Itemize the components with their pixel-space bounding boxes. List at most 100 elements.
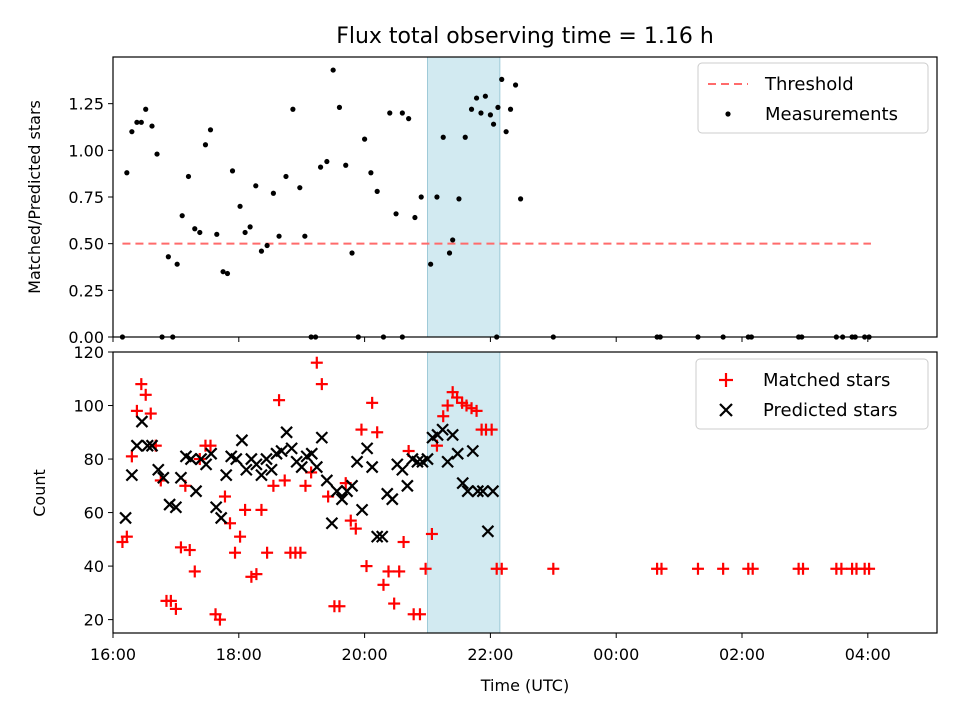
predicted-star-point: [130, 439, 144, 452]
predicted-star-point: [145, 439, 159, 452]
measurement-point: [129, 129, 135, 135]
count-points: [116, 356, 876, 626]
matched-star-point: [261, 546, 274, 559]
measurement-point: [440, 134, 446, 140]
x-b: [295, 460, 308, 474]
predicted-star-point: [280, 426, 293, 439]
x-b: [250, 458, 263, 471]
x-b: [456, 476, 470, 490]
measurement-point: [517, 196, 524, 202]
measurement-point: [503, 129, 509, 135]
x-b: [481, 525, 495, 538]
y-tick-label: 20: [84, 611, 104, 630]
x-tick-label: 02:00: [719, 645, 765, 664]
matched-star-point: [655, 562, 668, 575]
measurement-point: [237, 203, 243, 209]
predicted-star-point: [163, 498, 176, 511]
predicted-star-point: [481, 525, 495, 538]
legend-matched-swatch: [719, 373, 733, 387]
predicted-star-point: [250, 458, 263, 471]
x-b: [446, 428, 459, 442]
measurement-point: [428, 261, 434, 267]
measurement-point: [179, 213, 185, 219]
matched-star-point: [355, 423, 368, 436]
matched-star-point: [174, 541, 187, 554]
predicted-star-point: [436, 423, 449, 436]
x-b: [370, 530, 384, 543]
matched-star-point: [130, 404, 143, 417]
matched-star-point: [120, 530, 133, 543]
x-b: [189, 484, 203, 498]
measurement-point: [368, 170, 374, 176]
matched-star-point: [797, 562, 810, 575]
y-tick-label: 120: [73, 343, 104, 362]
x-b: [386, 492, 399, 506]
count-panel: 20 40 60 80 100 120 16:00 18:00 20:00 22:00 00:00 0…: [30, 343, 938, 695]
x-b: [471, 484, 485, 498]
predicted-star-point: [285, 442, 298, 455]
measurement-point: [242, 229, 248, 236]
x-b: [305, 447, 319, 460]
predicted-star-point: [375, 530, 389, 543]
measurement-point: [149, 123, 155, 129]
x-b: [125, 468, 139, 482]
matched-star-point: [239, 503, 252, 516]
measurement-point: [495, 104, 501, 110]
measurement-point: [229, 168, 236, 174]
matched-star-point: [485, 423, 498, 436]
matched-star-point: [135, 378, 148, 391]
matched-star-point: [213, 613, 226, 626]
legend-threshold-label: Threshold: [764, 74, 854, 95]
x-b: [461, 484, 475, 498]
predicted-star-point: [141, 439, 154, 452]
predicted-star-point: [486, 484, 500, 498]
x-b: [199, 458, 213, 471]
measurement-point: [258, 248, 265, 254]
x-tick-label: 20:00: [342, 645, 388, 664]
chart-title: Flux total observing time = 1.16 h: [336, 24, 714, 49]
matched-star-point: [169, 602, 182, 615]
measurement-point: [154, 151, 160, 157]
x-b: [421, 452, 434, 466]
matched-star-point: [204, 439, 217, 452]
measurement-point: [393, 211, 399, 217]
measurement-point: [143, 106, 149, 112]
ratio-plot-frame: [112, 56, 938, 338]
predicted-star-point: [446, 428, 459, 442]
matched-star-point: [188, 565, 201, 578]
x-b: [169, 500, 183, 514]
x-b: [235, 434, 249, 447]
matched-star-point: [371, 426, 384, 439]
x-b: [315, 431, 329, 444]
predicted-star-point: [174, 471, 188, 485]
measurement-point: [512, 82, 519, 88]
x-b: [441, 455, 454, 469]
x-b: [360, 442, 374, 455]
ratio-legend: Threshold Measurements: [697, 62, 929, 134]
predicted-star-point: [355, 503, 369, 517]
x-b: [184, 452, 198, 466]
measurement-point: [270, 190, 276, 196]
matched-star-point: [229, 546, 242, 559]
ratio-panel: 0.00 0.25 0.50 0.75 1.00 1.25 Matched/Predict…: [25, 56, 938, 347]
measurement-point: [399, 110, 405, 116]
x-b: [285, 442, 298, 455]
x-tick-label: 16:00: [90, 645, 136, 664]
matched-star-point: [315, 378, 328, 391]
matched-star-point: [144, 407, 157, 420]
x-tick-label: 04:00: [845, 645, 891, 664]
x-b: [436, 423, 449, 436]
x-b: [174, 471, 188, 485]
measurement-point: [468, 106, 475, 112]
x-b: [230, 452, 243, 466]
count-y-axis-label: Count: [30, 469, 49, 517]
legend-matched-label: Matched stars: [763, 370, 890, 391]
count-ticks: 20 40 60 80 100 120 16:00 18:00 20:00 22:00 00:00 0…: [73, 343, 890, 664]
predicted-star-point: [214, 511, 228, 525]
predicted-star-point: [466, 444, 480, 458]
y-tick-label: 100: [73, 397, 104, 416]
measurement-point: [138, 119, 144, 125]
x-b: [204, 447, 218, 460]
measurement-point: [336, 104, 343, 110]
count-legend: Matched stars Predicted stars: [695, 358, 929, 430]
